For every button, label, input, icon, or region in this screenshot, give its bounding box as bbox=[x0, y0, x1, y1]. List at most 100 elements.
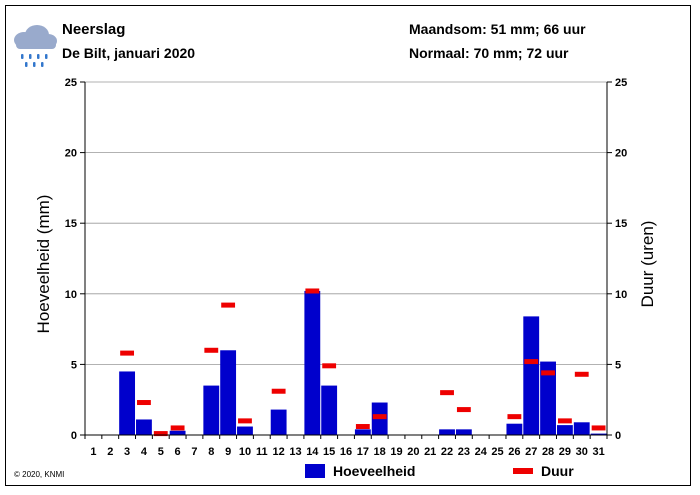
x-tick-label: 8 bbox=[208, 446, 214, 458]
x-tick-label: 1 bbox=[90, 446, 96, 458]
x-tick-label: 3 bbox=[124, 446, 130, 458]
y2-axis-label: Duur (uren) bbox=[638, 221, 657, 308]
x-tick-label: 17 bbox=[357, 446, 369, 458]
x-tick-label: 2 bbox=[107, 446, 113, 458]
x-tick-label: 11 bbox=[256, 446, 268, 458]
y-tick-label: 10 bbox=[65, 289, 77, 301]
y-tick-label: 20 bbox=[65, 148, 77, 160]
marker-duur bbox=[507, 414, 522, 420]
x-tick-label: 18 bbox=[374, 446, 386, 458]
x-tick-label: 6 bbox=[175, 446, 181, 458]
bar-hoeveelheid bbox=[270, 409, 287, 435]
x-tick-label: 21 bbox=[424, 446, 436, 458]
bar-hoeveelheid bbox=[321, 385, 338, 435]
marker-duur bbox=[541, 370, 555, 376]
marker-duur bbox=[170, 425, 185, 431]
legend-label-duur: Duur bbox=[541, 463, 574, 479]
chart-frame: Neerslag De Bilt, januari 2020 Maandsom:… bbox=[5, 5, 691, 486]
y-tick-label: 25 bbox=[65, 77, 77, 89]
bar-hoeveelheid bbox=[506, 423, 523, 435]
chart-title: Neerslag bbox=[62, 21, 125, 38]
y-tick-label: 15 bbox=[65, 218, 77, 230]
x-tick-label: 27 bbox=[525, 446, 537, 458]
bar-hoeveelheid bbox=[455, 429, 472, 435]
marker-duur bbox=[372, 414, 387, 420]
y2-tick-label: 25 bbox=[615, 77, 627, 89]
normal-text: Normaal: 70 mm; 72 uur bbox=[409, 45, 569, 61]
bar-hoeveelheid bbox=[590, 433, 607, 435]
precipitation-chart: Neerslag De Bilt, januari 2020 Maandsom:… bbox=[14, 21, 657, 479]
marker-duur bbox=[456, 407, 471, 413]
bar-hoeveelheid bbox=[203, 385, 220, 435]
marker-duur bbox=[524, 359, 539, 365]
y2-tick-label: 0 bbox=[615, 430, 621, 442]
x-tick-label: 31 bbox=[592, 446, 604, 458]
x-tick-labels: 1 2 3 4 5 6 7 8 9 10 11 12 13 14 15 16 17 18 19 20 21 22 23 24 2… bbox=[90, 446, 604, 458]
legend-swatch-hoeveelheid bbox=[305, 464, 325, 478]
marker-duur bbox=[238, 418, 252, 424]
bar-hoeveelheid bbox=[304, 290, 321, 435]
duration-series bbox=[120, 288, 606, 437]
y2-tick-label: 10 bbox=[615, 289, 627, 301]
bar-hoeveelheid bbox=[220, 350, 237, 435]
marker-duur bbox=[120, 350, 135, 356]
marker-duur bbox=[591, 425, 606, 431]
x-tick-label: 14 bbox=[306, 446, 319, 458]
month-sum-text: Maandsom: 51 mm; 66 uur bbox=[409, 21, 586, 37]
marker-duur bbox=[557, 418, 572, 424]
x-tick-label: 12 bbox=[273, 446, 285, 458]
x-tick-label: 25 bbox=[491, 446, 503, 458]
y-tick-label: 5 bbox=[71, 359, 77, 371]
y-axis-label: Hoeveelheid (mm) bbox=[34, 195, 53, 334]
x-tick-label: 20 bbox=[407, 446, 419, 458]
marker-duur bbox=[153, 431, 168, 437]
y2-tick-label: 15 bbox=[615, 218, 627, 230]
marker-duur bbox=[221, 302, 236, 308]
x-tick-label: 23 bbox=[458, 446, 470, 458]
legend-label-hoeveelheid: Hoeveelheid bbox=[333, 463, 415, 479]
marker-duur bbox=[355, 424, 370, 430]
x-tick-label: 10 bbox=[239, 446, 251, 458]
x-tick-label: 24 bbox=[475, 446, 488, 458]
marker-duur bbox=[137, 400, 151, 406]
bar-hoeveelheid bbox=[169, 430, 186, 435]
bar-hoeveelheid bbox=[556, 425, 573, 435]
legend-swatch-duur bbox=[513, 468, 533, 474]
bar-hoeveelheid bbox=[523, 316, 540, 435]
x-tick-label: 7 bbox=[191, 446, 197, 458]
x-tick-label: 15 bbox=[323, 446, 335, 458]
x-tick-label: 4 bbox=[141, 446, 148, 458]
bar-hoeveelheid bbox=[136, 419, 152, 435]
y2-tick-label: 5 bbox=[615, 359, 621, 371]
x-tick-label: 30 bbox=[576, 446, 588, 458]
x-tick-label: 26 bbox=[508, 446, 520, 458]
marker-duur bbox=[204, 347, 219, 353]
grid-lines bbox=[85, 81, 607, 365]
bar-hoeveelheid bbox=[573, 422, 590, 435]
bar-hoeveelheid bbox=[354, 429, 371, 435]
x-tick-label: 9 bbox=[225, 446, 231, 458]
marker-duur bbox=[574, 371, 589, 377]
x-tick-label: 19 bbox=[390, 446, 402, 458]
rain-cloud-icon bbox=[14, 25, 57, 67]
y-tick-label: 0 bbox=[71, 430, 77, 442]
x-tick-label: 22 bbox=[441, 446, 453, 458]
marker-duur bbox=[322, 363, 337, 369]
bar-hoeveelheid bbox=[237, 426, 253, 435]
y2-tick-label: 20 bbox=[615, 148, 627, 160]
marker-duur bbox=[271, 388, 286, 394]
legend: Hoeveelheid Duur bbox=[305, 463, 574, 479]
bar-hoeveelheid bbox=[540, 361, 556, 435]
bar-hoeveelheid bbox=[439, 429, 455, 435]
x-tick-label: 28 bbox=[542, 446, 554, 458]
axes bbox=[80, 81, 612, 439]
marker-duur bbox=[440, 390, 454, 396]
y-tick-labels: 0 0 5 5 10 10 15 15 20 20 25 25 bbox=[65, 77, 628, 442]
chart-subtitle: De Bilt, januari 2020 bbox=[62, 45, 195, 61]
x-tick-label: 5 bbox=[158, 446, 164, 458]
copyright-text: © 2020, KNMI bbox=[14, 470, 64, 479]
bar-hoeveelheid bbox=[119, 371, 136, 435]
x-tick-label: 29 bbox=[559, 446, 571, 458]
x-tick-label: 16 bbox=[340, 446, 352, 458]
x-tick-label: 13 bbox=[289, 446, 301, 458]
